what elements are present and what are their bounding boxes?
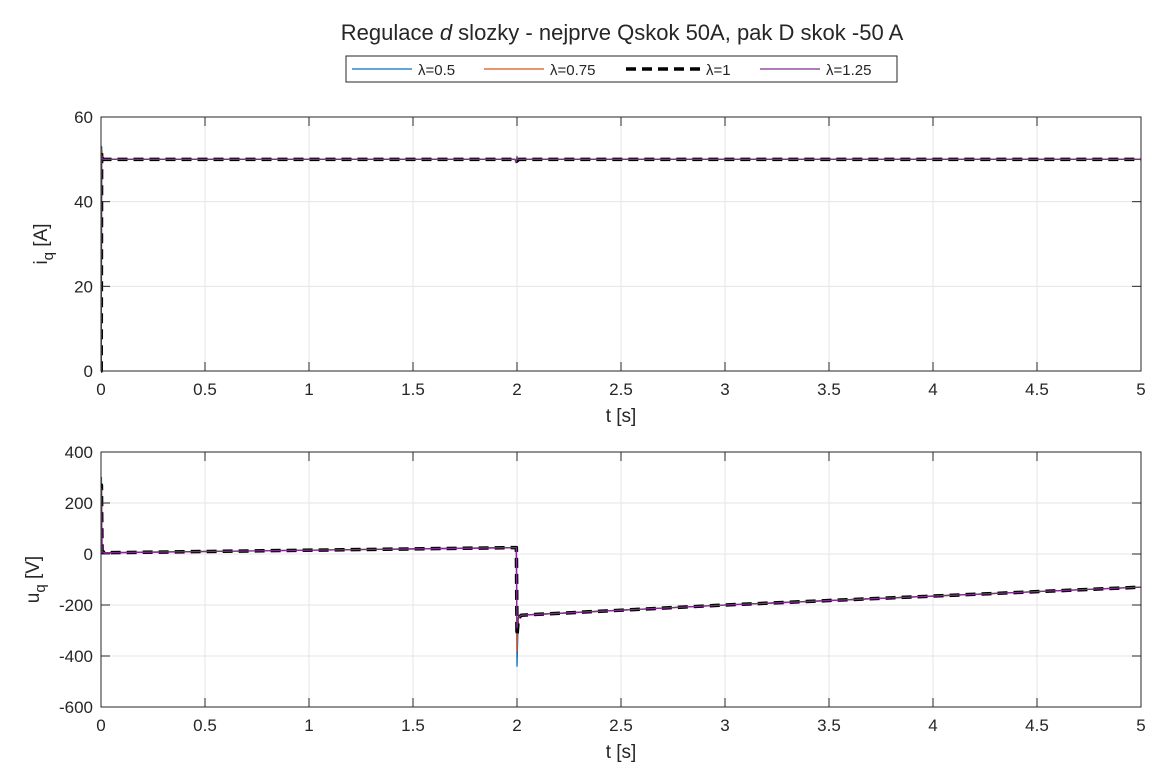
x-tick-label: 4: [928, 716, 937, 735]
legend-entry-0: λ=0.5: [352, 62, 455, 79]
subplot-iq: 0 0.5 1 1.5 2 2.5 3 3.5 4 4.5 5 0 20 40 60 t [s] iq [A]: [31, 108, 1146, 427]
y-tick-label: -600: [59, 698, 93, 717]
y-tick-label: 20: [74, 277, 93, 296]
y-axis-label: iq [A]: [31, 223, 57, 264]
subplot-uq: 0 0.5 1 1.5 2 2.5 3 3.5 4 4.5 5 -600 -400 -200 0 200 400…: [23, 443, 1146, 763]
legend-entry-2: λ=1: [626, 62, 731, 79]
x-axis-label: t [s]: [606, 406, 637, 427]
y-tick-label: 200: [65, 494, 93, 513]
x-tick-label: 2: [512, 380, 521, 399]
y-tick-label: 400: [65, 443, 93, 462]
legend-entry-1: λ=0.75: [484, 62, 595, 79]
x-tick-label: 1.5: [401, 380, 425, 399]
x-tick-label: 3.5: [817, 716, 841, 735]
y-tick-label: -400: [59, 647, 93, 666]
x-tick-label: 0.5: [193, 380, 217, 399]
x-tick-label: 0: [96, 716, 105, 735]
x-tick-label: 3: [720, 380, 729, 399]
legend-label-2: λ=1: [706, 62, 731, 79]
x-tick-label: 4: [928, 380, 937, 399]
y-tick-label: 40: [74, 193, 93, 212]
legend: λ=0.5 λ=0.75 λ=1 λ=1.25: [345, 55, 898, 83]
title-part-pre: Regulace: [341, 20, 440, 45]
y-tick-label: -200: [59, 596, 93, 615]
x-tick-label: 0: [96, 380, 105, 399]
x-tick-label: 5: [1136, 716, 1145, 735]
x-tick-label: 0.5: [193, 716, 217, 735]
x-tick-label: 3: [720, 716, 729, 735]
x-tick-label: 4.5: [1025, 716, 1049, 735]
title-part-post: slozky - nejprve Qskok 50A, pak D skok -…: [452, 20, 904, 45]
y-tick-label: 60: [74, 108, 93, 127]
x-tick-label: 1: [304, 380, 313, 399]
y-tick-label: 0: [84, 362, 93, 381]
series-line-3: [101, 488, 1141, 629]
series-group: [101, 476, 1141, 667]
x-tick-label: 1.5: [401, 716, 425, 735]
x-tick-label: 5: [1136, 380, 1145, 399]
figure-title: Regulace d slozky - nejprve Qskok 50A, p…: [341, 20, 904, 45]
title-part-italic: d: [440, 20, 453, 45]
x-tick-label: 3.5: [817, 380, 841, 399]
y-axis-label: uq [V]: [23, 556, 49, 603]
x-tick-label: 1: [304, 716, 313, 735]
x-tick-label: 2.5: [609, 380, 633, 399]
legend-label-0: λ=0.5: [418, 62, 455, 79]
legend-label-3: λ=1.25: [826, 62, 871, 79]
x-tick-label: 4.5: [1025, 380, 1049, 399]
legend-label-1: λ=0.75: [550, 62, 595, 79]
y-tick-label: 0: [84, 545, 93, 564]
x-axis-label: t [s]: [606, 742, 637, 763]
x-tick-label: 2: [512, 716, 521, 735]
legend-entry-3: λ=1.25: [760, 62, 871, 79]
x-tick-label: 2.5: [609, 716, 633, 735]
